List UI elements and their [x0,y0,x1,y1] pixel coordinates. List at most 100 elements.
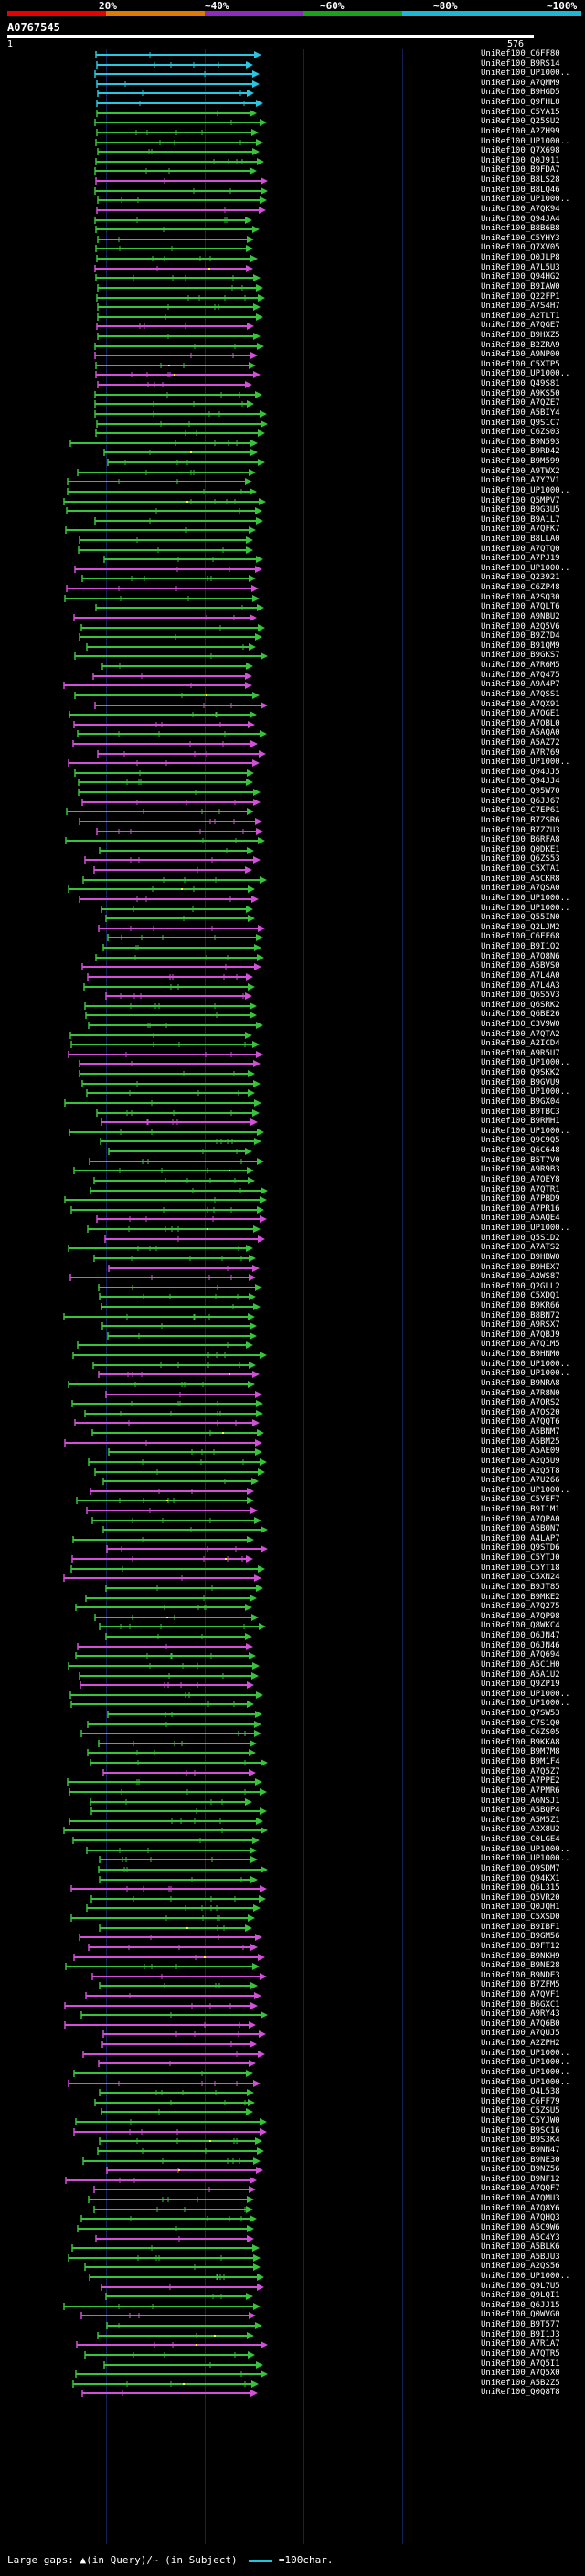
hit-label[interactable]: UniRef100_Q6L315 [481,1883,560,1892]
hit-label[interactable]: UniRef100_B5T7V0 [481,1156,560,1165]
hit-label[interactable]: UniRef100_A7QUJ5 [481,2029,560,2038]
hit-label[interactable]: UniRef100_C6FF79 [481,2097,560,2106]
hit-label[interactable]: UniRef100_A2TLT1 [481,312,560,321]
hit-label[interactable]: UniRef100_B9NZ56 [481,2165,560,2174]
hit-label[interactable]: UniRef100_A9A4P7 [481,680,560,689]
hit-label[interactable]: UniRef100_C5YJW0 [481,2116,560,2125]
hit-label[interactable]: UniRef100_Q0JLP8 [481,253,560,262]
hit-label[interactable]: UniRef100_B9NF12 [481,2175,560,2184]
hit-label[interactable]: UniRef100_B9Z7D4 [481,631,560,641]
hit-label[interactable]: UniRef100_A5B2Z5 [481,2379,560,2388]
hit-label[interactable]: UniRef100_B9NN47 [481,2146,560,2155]
hit-label[interactable]: UniRef100_A4LAP7 [481,1534,560,1543]
hit-label[interactable]: UniRef100_A5AQE4 [481,1214,560,1223]
hit-label[interactable]: UniRef100_A7PMR6 [481,1786,560,1796]
hit-label[interactable]: UniRef100_A7QMU3 [481,2194,560,2203]
hit-label[interactable]: UniRef100_A9NP00 [481,350,560,359]
hit-label[interactable]: UniRef100_B9GM56 [481,1932,560,1941]
hit-label[interactable]: UniRef100_B9NRA8 [481,1379,560,1388]
hit-label[interactable]: UniRef100_Q0J911 [481,156,560,165]
hit-label[interactable]: UniRef100_A7PPE2 [481,1776,560,1786]
hit-label[interactable]: UniRef100_A7R8N0 [481,1389,560,1398]
hit-label[interactable]: UniRef100_A5C4Y3 [481,2233,560,2242]
hit-label[interactable]: UniRef100_B9HBW0 [481,1253,560,1262]
hit-label[interactable]: UniRef100_B9I1M1 [481,1505,560,1514]
hit-label[interactable]: UniRef100_B9A1L7 [481,515,560,525]
hit-label[interactable]: UniRef100_B9HGD5 [481,88,560,97]
hit-label[interactable]: UniRef100_Q5VR20 [481,1893,560,1903]
hit-label[interactable]: UniRef100_B9HXZ5 [481,331,560,340]
hit-label[interactable]: UniRef100_A7QBJ9 [481,1330,560,1340]
hit-label[interactable]: UniRef100_A7PR16 [481,1204,560,1214]
hit-label[interactable]: UniRef100_UP1000.. [481,1690,570,1699]
hit-label[interactable]: UniRef100_A7QTA2 [481,1030,560,1039]
hit-label[interactable]: UniRef100_Q0WVG0 [481,2310,560,2319]
hit-label[interactable]: UniRef100_Q7XV05 [481,243,560,252]
hit-label[interactable]: UniRef100_B9TBC3 [481,1108,560,1117]
hit-label[interactable]: UniRef100_B9IBF1 [481,1923,560,1932]
hit-label[interactable]: UniRef100_C7S1Q0 [481,1719,560,1728]
hit-label[interactable]: UniRef100_A2Q5U9 [481,1457,560,1466]
hit-label[interactable]: UniRef100_Q8WKC4 [481,1621,560,1630]
hit-label[interactable]: UniRef100_A7Q5I1 [481,2359,560,2369]
hit-label[interactable]: UniRef100_A9RSX7 [481,1320,560,1330]
hit-label[interactable]: UniRef100_A7Q5Z7 [481,1767,560,1776]
hit-label[interactable]: UniRef100_A7R769 [481,748,560,758]
hit-label[interactable]: UniRef100_A7R6M5 [481,661,560,670]
hit-label[interactable]: UniRef100_A7PBD9 [481,1194,560,1203]
hit-label[interactable]: UniRef100_Q9STD6 [481,1543,560,1553]
hit-label[interactable]: UniRef100_B9G3U5 [481,505,560,514]
hit-label[interactable]: UniRef100_A2SQ30 [481,593,560,602]
hit-label[interactable]: UniRef100_A5BM25 [481,1437,560,1447]
hit-label[interactable]: UniRef100_B9HEX7 [481,1263,560,1272]
hit-label[interactable]: UniRef100_Q6BE26 [481,1010,560,1019]
hit-label[interactable]: UniRef100_A5CKR8 [481,875,560,884]
hit-label[interactable]: UniRef100_Q6C648 [481,1146,560,1155]
hit-label[interactable]: UniRef100_Q9FHL8 [481,98,560,107]
hit-label[interactable]: UniRef100_A9R9B3 [481,1165,560,1174]
hit-label[interactable]: UniRef100_A7U266 [481,1476,560,1485]
hit-label[interactable]: UniRef100_B9I1J3 [481,2330,560,2339]
hit-label[interactable]: UniRef100_A2WS87 [481,1272,560,1281]
hit-label[interactable]: UniRef100_A5AQA0 [481,728,560,737]
hit-label[interactable]: UniRef100_Q0DKE1 [481,845,560,854]
hit-label[interactable]: UniRef100_UP1000.. [481,1224,570,1233]
hit-label[interactable]: UniRef100_C6ZP48 [481,583,560,592]
hit-label[interactable]: UniRef100_B9M599 [481,457,560,466]
hit-label[interactable]: UniRef100_UP1000.. [481,195,570,204]
hit-label[interactable]: UniRef100_A7QQF7 [481,2184,560,2193]
hit-label[interactable]: UniRef100_A7Q1M5 [481,1340,560,1349]
hit-label[interactable]: UniRef100_Q7SW53 [481,1709,560,1718]
hit-label[interactable]: UniRef100_B9NDE3 [481,1971,560,1980]
hit-label[interactable]: UniRef100_A7Q694 [481,1650,560,1659]
hit-label[interactable]: UniRef100_A7Y7V1 [481,476,560,485]
hit-label[interactable]: UniRef100_A7QQT6 [481,1417,560,1426]
hit-label[interactable]: UniRef100_A7QTR5 [481,2349,560,2359]
hit-label[interactable]: UniRef100_B9M7M8 [481,1747,560,1756]
hit-label[interactable]: UniRef100_UP1000.. [481,894,570,903]
hit-label[interactable]: UniRef100_B9GX04 [481,1097,560,1107]
hit-label[interactable]: UniRef100_A7QZE7 [481,398,560,408]
hit-label[interactable]: UniRef100_A9R5U7 [481,1049,560,1058]
hit-label[interactable]: UniRef100_Q49S81 [481,379,560,388]
hit-label[interactable]: UniRef100_A2ICD4 [481,1039,560,1048]
hit-label[interactable]: UniRef100_A7Q5X0 [481,2369,560,2378]
hit-label[interactable]: UniRef100_A7Q6B0 [481,2019,560,2029]
hit-label[interactable]: UniRef100_B7ZZU3 [481,826,560,835]
hit-label[interactable]: UniRef100_Q94JA4 [481,215,560,224]
hit-label[interactable]: UniRef100_A2ZPH2 [481,2039,560,2048]
hit-label[interactable]: UniRef100_B9FDA7 [481,165,560,175]
hit-label[interactable]: UniRef100_Q22FP1 [481,292,560,302]
hit-label[interactable]: UniRef100_B91QM9 [481,641,560,651]
hit-label[interactable]: UniRef100_A7PJ19 [481,554,560,563]
hit-label[interactable]: UniRef100_B9I1Q2 [481,942,560,951]
hit-label[interactable]: UniRef100_Q94KX1 [481,1874,560,1883]
hit-label[interactable]: UniRef100_Q9S1C7 [481,419,560,428]
hit-label[interactable]: UniRef100_B9RS14 [481,59,560,69]
hit-label[interactable]: UniRef100_B9M1F4 [481,1757,560,1766]
hit-label[interactable]: UniRef100_Q9C9Q5 [481,1136,560,1145]
hit-label[interactable]: UniRef100_A7QTR1 [481,1185,560,1194]
hit-label[interactable]: UniRef100_A2Q5T8 [481,1467,560,1476]
hit-label[interactable]: UniRef100_Q0Q8T8 [481,2388,560,2397]
hit-label[interactable]: UniRef100_C5XN24 [481,1573,560,1582]
